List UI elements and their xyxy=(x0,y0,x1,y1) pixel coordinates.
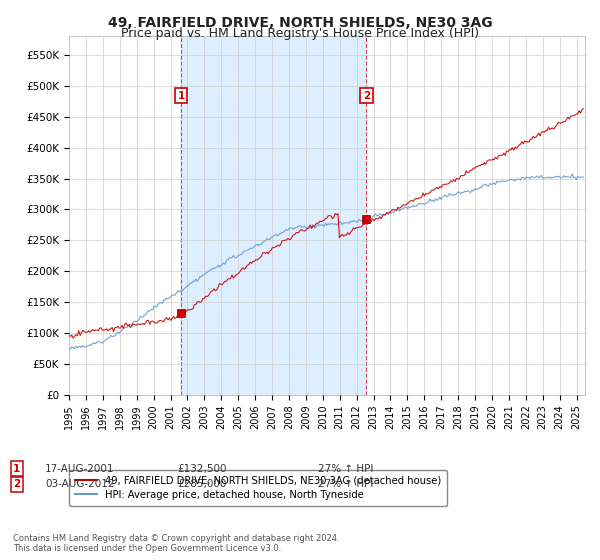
Text: 27% ↑ HPI: 27% ↑ HPI xyxy=(318,479,373,489)
Text: £285,000: £285,000 xyxy=(177,479,226,489)
Text: 2: 2 xyxy=(13,479,20,489)
Text: 27% ↑ HPI: 27% ↑ HPI xyxy=(318,464,373,474)
Text: 1: 1 xyxy=(178,91,185,101)
Bar xyxy=(181,36,367,395)
Legend: 49, FAIRFIELD DRIVE, NORTH SHIELDS, NE30 3AG (detached house), HPI: Average pric: 49, FAIRFIELD DRIVE, NORTH SHIELDS, NE30… xyxy=(69,470,447,506)
Text: 17-AUG-2001: 17-AUG-2001 xyxy=(45,464,115,474)
Text: Price paid vs. HM Land Registry's House Price Index (HPI): Price paid vs. HM Land Registry's House … xyxy=(121,27,479,40)
Text: Contains HM Land Registry data © Crown copyright and database right 2024.
This d: Contains HM Land Registry data © Crown c… xyxy=(13,534,340,553)
Text: 2: 2 xyxy=(363,91,370,101)
Text: 1: 1 xyxy=(13,464,20,474)
Text: 49, FAIRFIELD DRIVE, NORTH SHIELDS, NE30 3AG: 49, FAIRFIELD DRIVE, NORTH SHIELDS, NE30… xyxy=(107,16,493,30)
Text: £132,500: £132,500 xyxy=(177,464,227,474)
Text: 03-AUG-2012: 03-AUG-2012 xyxy=(45,479,115,489)
